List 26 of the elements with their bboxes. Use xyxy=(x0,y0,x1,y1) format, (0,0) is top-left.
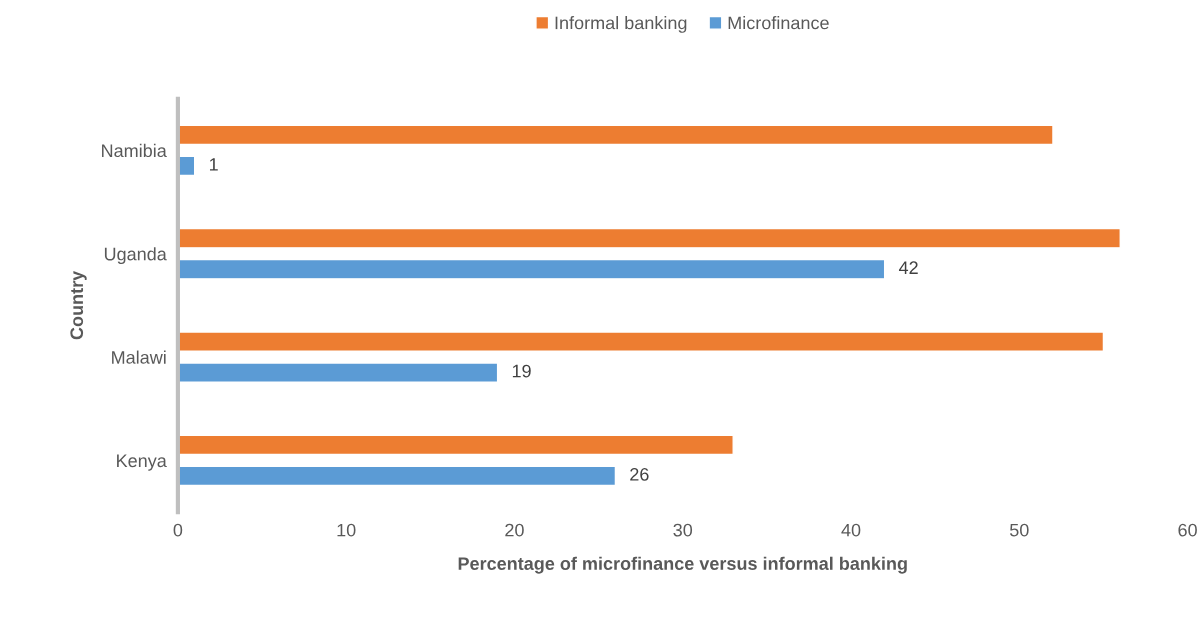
x-axis-title: Percentage of microfinance versus informal banking xyxy=(458,556,907,574)
x-tick-label: 20 xyxy=(505,523,524,537)
x-tick-label: 10 xyxy=(337,523,356,537)
x-tick-label: 60 xyxy=(1178,523,1197,537)
legend-label: Microfinance xyxy=(728,16,829,30)
bar xyxy=(177,124,1054,146)
bar xyxy=(177,362,499,383)
x-tick-label: 50 xyxy=(1009,523,1029,537)
bar xyxy=(177,258,886,280)
bar xyxy=(177,465,617,487)
x-tick-label: 30 xyxy=(673,523,693,537)
data-label: 1 xyxy=(209,158,218,171)
data-label: 42 xyxy=(898,261,918,274)
y-tick-label: Kenya xyxy=(117,454,167,471)
x-tick-label: 0 xyxy=(173,523,183,537)
y-axis-title: Country xyxy=(70,270,87,340)
bar xyxy=(177,434,734,456)
legend-label: Informal banking xyxy=(555,16,687,33)
y-tick-label: Uganda xyxy=(104,247,167,265)
data-label: 19 xyxy=(512,364,531,378)
y-tick-label: Malawi xyxy=(112,350,166,364)
data-label: 26 xyxy=(630,468,649,481)
y-tick-label: Namibia xyxy=(102,143,167,158)
bar xyxy=(177,331,1105,352)
bar xyxy=(177,227,1121,249)
x-tick-label: 40 xyxy=(841,523,861,537)
